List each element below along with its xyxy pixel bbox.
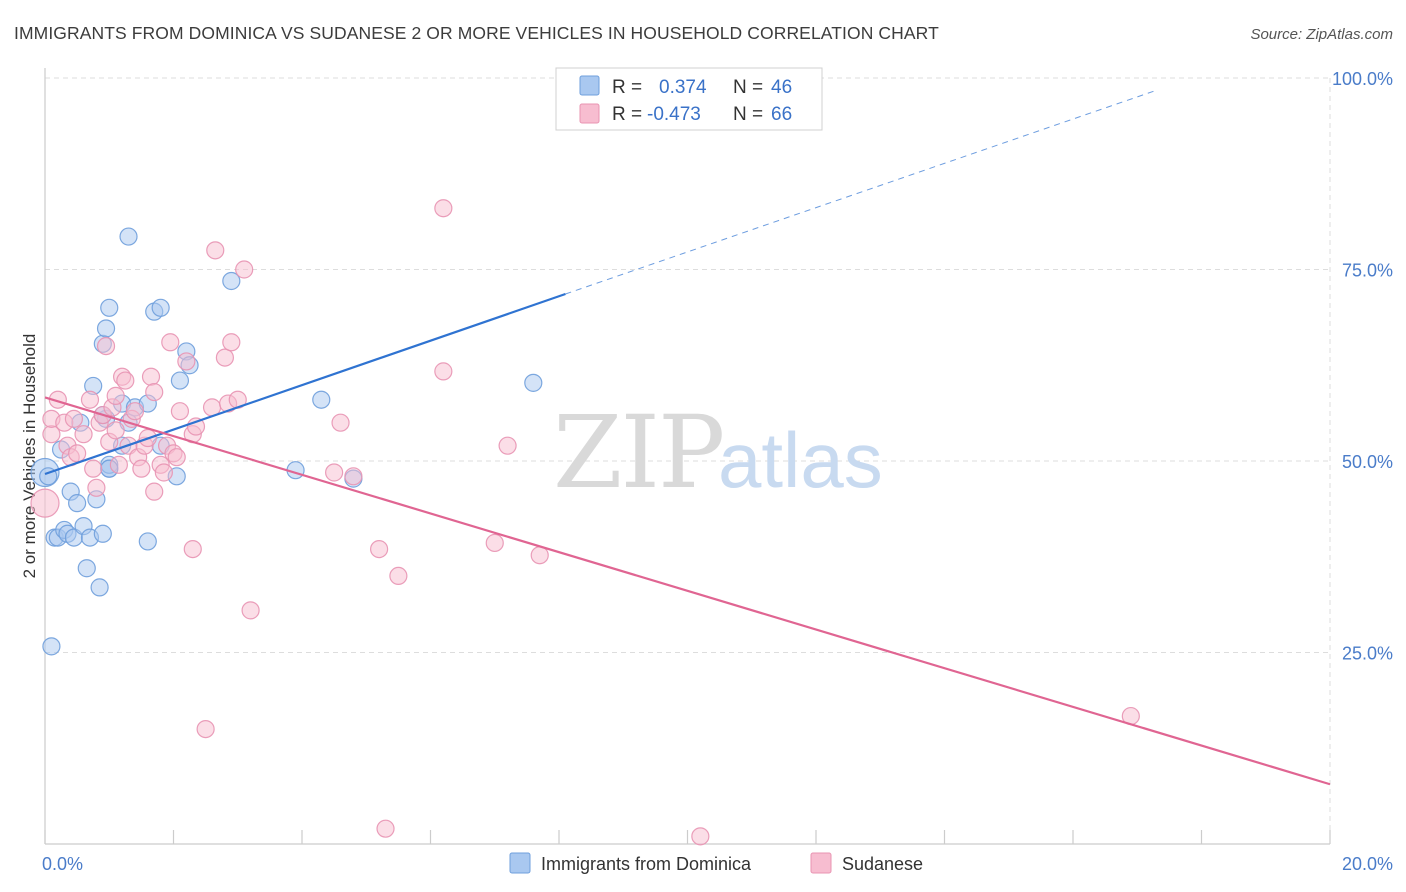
sudanese-point bbox=[222, 333, 241, 352]
dominica-point bbox=[138, 532, 157, 551]
legend-swatch-sudanese bbox=[579, 103, 600, 124]
sudanese-point bbox=[241, 601, 260, 620]
sudanese-point bbox=[161, 333, 180, 352]
source-credit: Source: ZipAtlas.com bbox=[1250, 26, 1393, 43]
dominica-point bbox=[312, 390, 331, 409]
sudanese-point bbox=[167, 448, 186, 467]
dominica-point bbox=[42, 637, 61, 656]
sudanese-point bbox=[325, 463, 344, 482]
x-tick-label: 0.0% bbox=[42, 854, 83, 874]
sudanese-point bbox=[109, 455, 128, 474]
series-legend: Immigrants from Dominica Sudanese bbox=[509, 852, 923, 874]
dominica-point bbox=[119, 227, 138, 246]
legend-n-label-dominica: N = bbox=[733, 77, 763, 98]
sudanese-point bbox=[376, 819, 395, 838]
sudanese-point bbox=[389, 566, 408, 586]
sudanese-point bbox=[125, 402, 145, 421]
y-tick-label: 75.0% bbox=[1342, 261, 1393, 281]
sudanese-point bbox=[68, 444, 87, 463]
dominica-point bbox=[151, 298, 170, 317]
dominica-point bbox=[170, 371, 190, 390]
series-legend-label-dominica: Immigrants from Dominica bbox=[541, 854, 752, 874]
watermark-atlas: atlas bbox=[718, 416, 883, 504]
series-legend-swatch-sudanese bbox=[810, 852, 832, 874]
series-legend-swatch-dominica bbox=[509, 852, 531, 874]
sudanese-point bbox=[141, 367, 161, 386]
legend-r-label-dominica: R = bbox=[612, 77, 642, 98]
y-tick-label: 25.0% bbox=[1342, 644, 1393, 664]
x-tick-label: 20.0% bbox=[1342, 854, 1393, 874]
x-tick-labels: 0.0% 20.0% bbox=[42, 854, 1393, 874]
sudanese-point bbox=[106, 386, 125, 405]
legend-swatch-dominica bbox=[579, 75, 600, 96]
sudanese-point bbox=[145, 482, 164, 501]
sudanese-point bbox=[183, 539, 202, 559]
sudanese-point bbox=[106, 421, 125, 440]
trend-lines bbox=[44, 89, 1331, 786]
dominica-point bbox=[90, 578, 109, 597]
y-tick-label: 100.0% bbox=[1332, 69, 1393, 89]
sudanese-point bbox=[370, 539, 389, 559]
sudanese-point bbox=[215, 348, 234, 367]
sudanese-point bbox=[691, 827, 710, 846]
series-legend-label-sudanese: Sudanese bbox=[842, 854, 923, 874]
watermark: ZIP atlas bbox=[553, 394, 883, 511]
dominica-point bbox=[100, 298, 119, 317]
sudanese-point bbox=[177, 352, 196, 371]
legend-n-label-sudanese: N = bbox=[733, 104, 763, 125]
dominica-point bbox=[96, 319, 116, 338]
dominica-point bbox=[524, 373, 543, 392]
legend-r-value-sudanese: -0.473 bbox=[647, 104, 701, 125]
sudanese-point bbox=[434, 362, 453, 381]
sudanese-point bbox=[74, 425, 93, 444]
sudanese-point bbox=[87, 478, 106, 497]
sudanese-point bbox=[84, 459, 103, 478]
dominica-point bbox=[93, 524, 112, 543]
trendline-sudanese bbox=[44, 396, 1331, 786]
trendline-dominica-extension bbox=[565, 89, 1157, 295]
chart-title: IMMIGRANTS FROM DOMINICA VS SUDANESE 2 O… bbox=[14, 23, 939, 43]
legend-n-value-sudanese: 66 bbox=[771, 104, 792, 125]
sudanese-point bbox=[331, 413, 350, 432]
dominica-point bbox=[77, 559, 96, 578]
trendline-dominica bbox=[44, 292, 566, 476]
sudanese-point bbox=[80, 390, 100, 409]
axes bbox=[44, 68, 1331, 845]
sudanese-point bbox=[235, 260, 254, 279]
sudanese-point bbox=[196, 719, 215, 739]
legend-r-value-dominica: 0.374 bbox=[659, 77, 707, 98]
sudanese-point bbox=[498, 436, 517, 455]
sudanese-point bbox=[344, 467, 363, 486]
sudanese-point bbox=[116, 371, 135, 390]
sudanese-point bbox=[206, 241, 225, 260]
watermark-zip: ZIP bbox=[553, 394, 723, 511]
series-sudanese-points bbox=[30, 199, 1140, 846]
stats-legend-box bbox=[555, 67, 823, 131]
dominica-point bbox=[222, 271, 241, 291]
legend-r-label-sudanese: R = bbox=[612, 104, 642, 125]
sudanese-point bbox=[30, 488, 60, 518]
sudanese-point bbox=[132, 459, 151, 478]
y-tick-labels: 25.0% 50.0% 75.0% 100.0% bbox=[1332, 69, 1393, 664]
sudanese-point bbox=[485, 533, 504, 553]
sudanese-point bbox=[96, 337, 116, 356]
dominica-point bbox=[68, 494, 87, 513]
stats-legend: R = 0.374 N = 46 R = -0.473 N = 66 bbox=[555, 67, 823, 131]
sudanese-point bbox=[64, 409, 84, 428]
sudanese-point bbox=[145, 382, 164, 402]
y-tick-label: 50.0% bbox=[1342, 452, 1393, 472]
y-axis-label: 2 or more Vehicles in Household bbox=[20, 334, 39, 579]
sudanese-point bbox=[434, 199, 453, 218]
legend-n-value-dominica: 46 bbox=[771, 77, 792, 98]
sudanese-point bbox=[170, 402, 190, 421]
sudanese-point bbox=[154, 463, 173, 482]
